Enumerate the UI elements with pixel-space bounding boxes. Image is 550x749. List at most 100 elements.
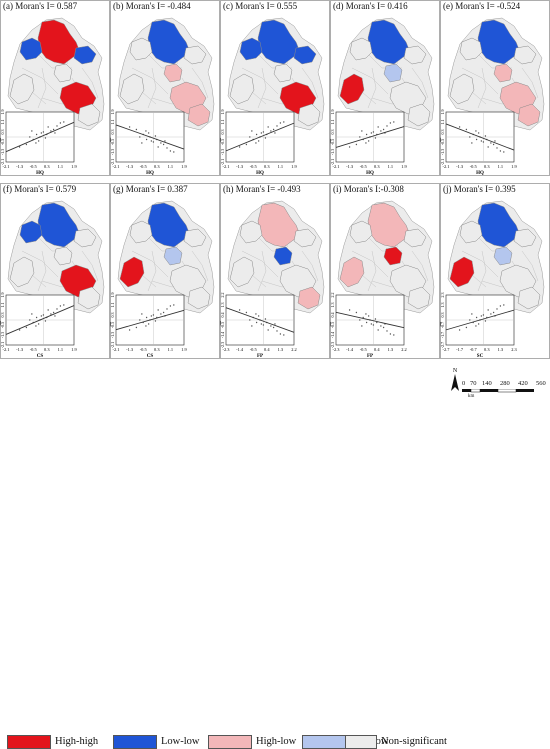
y-tick-label: 0.3	[440, 130, 445, 135]
map-panel-c: -2.1 -1.3 -0.5 0.3 1.1 1.9 HQ -2.1 -1.3 -0.5 0.3 1.…	[220, 0, 330, 176]
scatter-point-11	[279, 122, 282, 124]
legend-label-low-low: Low-low	[161, 736, 200, 747]
scatter-point-8	[377, 126, 379, 128]
district-boundary-6	[257, 67, 267, 109]
y-tick-label: 1.1	[110, 303, 115, 308]
region-center	[383, 246, 403, 266]
scatter-point-3	[362, 316, 364, 319]
x-tick-label: -1.3	[456, 164, 464, 169]
x-tick-label: -2.1	[113, 164, 120, 169]
x-tick-label: -1.3	[16, 164, 24, 169]
scatter-point-16	[54, 132, 56, 134]
legend-label-non-significant: Non-significant	[381, 736, 447, 747]
y-tick-label: -1.3	[220, 149, 225, 155]
x-tick-label: 0.3	[44, 164, 50, 169]
y-tick-label: 1.1	[110, 120, 115, 125]
legend-swatch-high-high	[7, 735, 51, 749]
district-boundary-1	[131, 67, 169, 95]
scatter-point-9	[492, 311, 495, 314]
north-arrow: N	[449, 365, 461, 400]
region-northwest	[19, 37, 43, 61]
regression-line	[225, 122, 295, 152]
y-tick-label: -2.3	[220, 342, 225, 348]
y-axis-label: Lagged SC	[220, 309, 221, 331]
scatter-point-8	[267, 329, 269, 331]
scatter-point-18	[35, 325, 37, 327]
scatter-point-10	[386, 125, 388, 127]
scatter-point-12	[257, 315, 260, 317]
scatter-point-14	[484, 135, 487, 137]
scatter-point-4	[475, 138, 478, 141]
scale-seg-4	[497, 389, 517, 393]
scatter-point-18	[35, 142, 37, 144]
scatter-point-14	[264, 318, 267, 320]
region-center	[273, 246, 293, 266]
x-tick-label: 0.4	[264, 347, 270, 352]
x-tick-label: 1.1	[278, 164, 284, 169]
district-boundary-4	[411, 250, 429, 282]
scatter-point-0	[238, 146, 241, 148]
scatter-point-10	[166, 308, 168, 310]
scatter-point-8	[487, 146, 489, 148]
region-center	[163, 246, 183, 266]
scatter-point-4	[255, 321, 258, 324]
scatter-point-18	[475, 130, 477, 132]
scatter-point-6	[262, 324, 265, 326]
scatter-point-18	[475, 325, 477, 327]
panel-title: (h) Moran's I= -0.493	[223, 184, 301, 194]
scatter-point-15	[380, 130, 382, 132]
x-tick-label: 1.9	[401, 164, 407, 169]
x-tick-label: -2.1	[3, 164, 10, 169]
y-tick-label: -0.5	[110, 139, 115, 145]
scatter-point-19	[503, 151, 505, 153]
x-tick-label: -0.5	[140, 164, 148, 169]
x-tick-label: -1.7	[456, 347, 464, 352]
x-tick-label: -1.4	[236, 347, 244, 352]
scatter-point-0	[128, 329, 131, 331]
scatter-point-13	[260, 323, 263, 325]
x-tick-label: -1.3	[236, 164, 244, 169]
district-boundary-1	[461, 250, 499, 278]
scatter-point-2	[29, 319, 31, 321]
map-panel-svg: -2.1 -1.3 -0.5 0.3 1.1 1.9 HQ -2.1 -1.3 -0.5 0.3 1.…	[440, 0, 550, 176]
map-panel-svg: -2.7 -1.7 -0.7 0.3 1.3 2.3 SC -2.7 -1.7 -0.7 0.3 1.…	[440, 183, 550, 359]
y-tick-label: -1.4	[330, 332, 335, 338]
district-boundary-6	[477, 250, 487, 292]
y-tick-label: -1.7	[440, 332, 445, 338]
y-tick-label: 1.9	[440, 110, 445, 115]
y-tick-label: -0.5	[0, 139, 5, 145]
scatter-point-0	[458, 126, 461, 128]
x-tick-label: 1.9	[71, 347, 77, 352]
y-tick-label: 0.3	[110, 313, 115, 318]
x-tick-label: -0.7	[470, 347, 478, 352]
scatter-point-13	[150, 315, 153, 317]
district-boundary-1	[21, 250, 59, 278]
x-tick-label: -2.1	[113, 347, 120, 352]
region-west	[229, 256, 255, 288]
scatter-point-19	[173, 151, 175, 153]
scatter-point-14	[484, 320, 487, 322]
map-panel-e: -2.1 -1.3 -0.5 0.3 1.1 1.9 HQ -2.1 -1.3 -0.5 0.3 1.…	[440, 0, 550, 176]
region-west	[9, 256, 35, 288]
region-southeast	[77, 103, 101, 127]
legend-swatch-low-low-light	[302, 735, 346, 749]
region-center	[53, 63, 73, 83]
scatter-point-18	[255, 313, 257, 315]
scatter-point-17	[251, 325, 253, 327]
x-axis-label: FP	[367, 354, 373, 359]
region-southeast	[517, 286, 541, 310]
regression-line	[225, 307, 295, 333]
region-west	[9, 73, 35, 105]
y-axis-label: Lagged SC	[220, 126, 221, 148]
y-tick-label: 1.3	[330, 303, 335, 308]
scatter-point-2	[469, 136, 471, 138]
scatter-point-15	[380, 325, 382, 327]
district-boundary-4	[301, 67, 319, 99]
scatter-point-10	[56, 308, 58, 310]
y-tick-label: -0.5	[220, 322, 225, 328]
regression-line	[335, 126, 405, 148]
scatter-point-1	[25, 143, 28, 146]
x-tick-label: 0.3	[154, 347, 160, 352]
scatter-point-2	[469, 319, 471, 321]
y-tick-label: 1.1	[220, 120, 225, 125]
